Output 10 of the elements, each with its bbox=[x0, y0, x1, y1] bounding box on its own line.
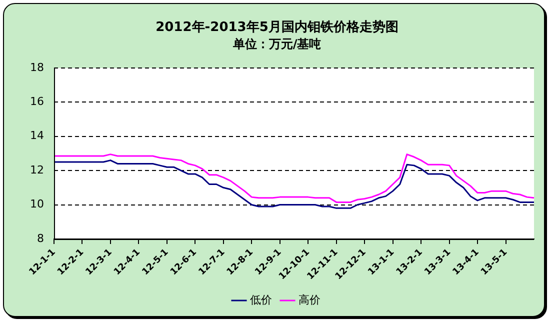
y-tick-label: 18 bbox=[30, 60, 44, 74]
y-tick-label: 10 bbox=[30, 198, 44, 211]
y-tick-label: 12 bbox=[30, 163, 44, 176]
legend-label: 高价 bbox=[298, 293, 320, 306]
y-tick-label: 16 bbox=[30, 95, 44, 108]
chart-subtitle: 单位：万元/基吨 bbox=[232, 36, 322, 51]
y-tick-label: 14 bbox=[30, 129, 44, 142]
legend-label: 低价 bbox=[250, 293, 272, 306]
chart-title: 2012年-2013年5月国内钼铁价格走势图 bbox=[156, 19, 398, 36]
y-tick-label: 8 bbox=[36, 232, 44, 245]
